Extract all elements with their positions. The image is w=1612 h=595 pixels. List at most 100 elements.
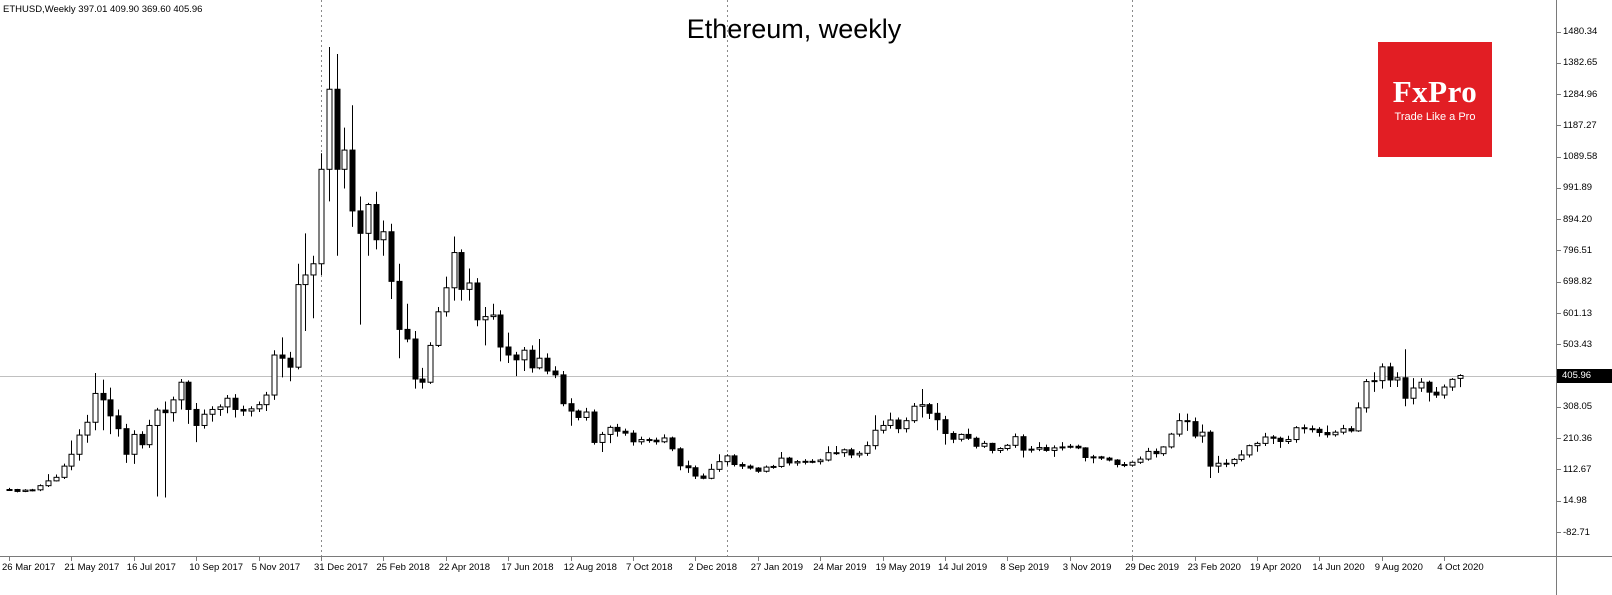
bull-candle-body: [958, 433, 965, 440]
bear-candle-body: [100, 392, 107, 401]
bear-candle-body: [544, 357, 551, 372]
bear-candle-body: [1184, 420, 1191, 423]
price-tick-label: 601.13: [1563, 307, 1593, 319]
bear-candle-body: [989, 442, 996, 451]
time-tick-label: 21 May 2017: [64, 562, 120, 573]
bear-candle-body: [747, 465, 754, 469]
bear-candle-body: [14, 489, 21, 492]
time-tick-label: 31 Dec 2017: [314, 562, 368, 573]
bear-candle-body: [1114, 459, 1121, 466]
bear-candle-body: [373, 204, 380, 241]
bull-candle-body: [45, 480, 52, 487]
bull-candle-body: [794, 461, 801, 464]
bear-candle-body: [731, 455, 738, 466]
time-tick-label: 23 Feb 2020: [1187, 562, 1241, 573]
bear-candle-body: [349, 149, 356, 212]
bear-candle-body: [575, 410, 582, 418]
price-tick-label: 796.51: [1563, 244, 1593, 256]
time-tick-label: 9 Aug 2020: [1374, 562, 1423, 573]
bear-candle-body: [1301, 427, 1308, 430]
bull-candle-body: [841, 449, 848, 454]
bull-candle-body: [1449, 378, 1456, 388]
fxpro-logo-wordmark: FxPro: [1392, 74, 1478, 109]
bear-candle-body: [1082, 447, 1089, 458]
time-tick-label: 26 Mar 2017: [2, 562, 56, 573]
bull-candle-body: [1355, 407, 1362, 432]
bear-candle-body: [232, 397, 239, 410]
bull-candle-body: [716, 461, 723, 470]
bull-candle-body: [724, 455, 731, 463]
time-tick-label: 14 Jun 2020: [1312, 562, 1365, 573]
bull-candle-body: [178, 381, 185, 401]
bear-candle-body: [1277, 437, 1284, 442]
bull-candle-body: [661, 437, 668, 443]
bear-candle-body: [529, 349, 536, 369]
bear-candle-body: [505, 346, 512, 356]
price-tick-label: 991.89: [1563, 182, 1593, 194]
bull-candle-body: [521, 349, 528, 361]
bull-candle-body: [872, 429, 879, 447]
bull-candle-body: [1394, 377, 1401, 381]
bear-candle-body: [1426, 381, 1433, 393]
bull-candle-body: [224, 397, 231, 408]
price-tick-label: 1382.65: [1563, 57, 1598, 69]
price-tick-label: 1480.34: [1563, 26, 1598, 37]
bear-candle-body: [474, 282, 481, 321]
bull-candle-body: [295, 284, 302, 368]
price-tick-label: -82.71: [1563, 526, 1590, 538]
bear-candle-body: [1348, 428, 1355, 432]
price-tick-label: 894.20: [1563, 213, 1593, 225]
bear-candle-body: [739, 464, 746, 467]
time-tick-label: 7 Oct 2018: [626, 562, 673, 573]
bear-candle-body: [653, 439, 660, 443]
time-tick-label: 27 Jan 2019: [750, 562, 804, 573]
bear-candle-body: [560, 374, 567, 405]
bear-candle-body: [1316, 428, 1323, 434]
bull-candle-body: [1067, 445, 1074, 448]
bull-candle-body: [170, 399, 177, 414]
bull-candle-body: [1457, 375, 1464, 379]
bear-candle-body: [552, 370, 559, 376]
bear-candle-body: [1121, 464, 1128, 467]
bear-candle-body: [1324, 432, 1331, 436]
price-tick-label: 308.05: [1563, 401, 1593, 413]
price-tick-label: 1089.58: [1563, 151, 1598, 163]
bear-candle-body: [404, 328, 411, 340]
bear-candle-body: [809, 460, 816, 463]
bull-candle-body: [263, 394, 270, 406]
chart-title: Ethereum, weekly: [686, 14, 902, 44]
bull-candle-body: [1215, 462, 1222, 467]
time-tick-label: 5 Nov 2017: [251, 562, 301, 573]
bear-candle-body: [786, 457, 793, 464]
bull-candle-body: [256, 404, 263, 410]
bull-candle-body: [1051, 447, 1058, 451]
bear-candle-body: [458, 252, 465, 290]
time-tick-label: 8 Sep 2019: [1000, 562, 1049, 573]
time-tick-label: 17 Jun 2018: [501, 562, 554, 573]
bear-candle-body: [755, 467, 762, 472]
bull-candle-body: [1231, 458, 1238, 465]
bull-candle-body: [341, 149, 348, 170]
bull-candle-body: [1293, 427, 1300, 441]
bull-candle-body: [708, 468, 715, 479]
price-tick-label: 698.82: [1563, 276, 1593, 288]
bull-candle-body: [427, 344, 434, 383]
price-tick-label: 14.98: [1563, 495, 1587, 507]
time-tick-label: 19 May 2019: [875, 562, 931, 573]
symbol-ohlc-info: ETHUSD,Weekly 397.01 409.90 369.60 405.9…: [3, 4, 203, 15]
bull-candle-body: [919, 404, 926, 407]
bull-candle-body: [856, 452, 863, 456]
bear-candle-body: [334, 88, 341, 170]
bull-candle-body: [817, 459, 824, 463]
bear-candle-body: [193, 408, 200, 426]
bear-candle-body: [950, 432, 957, 440]
bear-candle-body: [1309, 428, 1316, 431]
price-tick-label: 210.36: [1563, 432, 1593, 444]
price-tick-label: 1187.27: [1563, 119, 1597, 131]
bear-candle-body: [1223, 462, 1230, 465]
bull-candle-body: [1238, 454, 1245, 460]
bear-candle-body: [185, 381, 192, 410]
bull-candle-body: [1371, 380, 1378, 383]
bear-candle-body: [848, 449, 855, 456]
